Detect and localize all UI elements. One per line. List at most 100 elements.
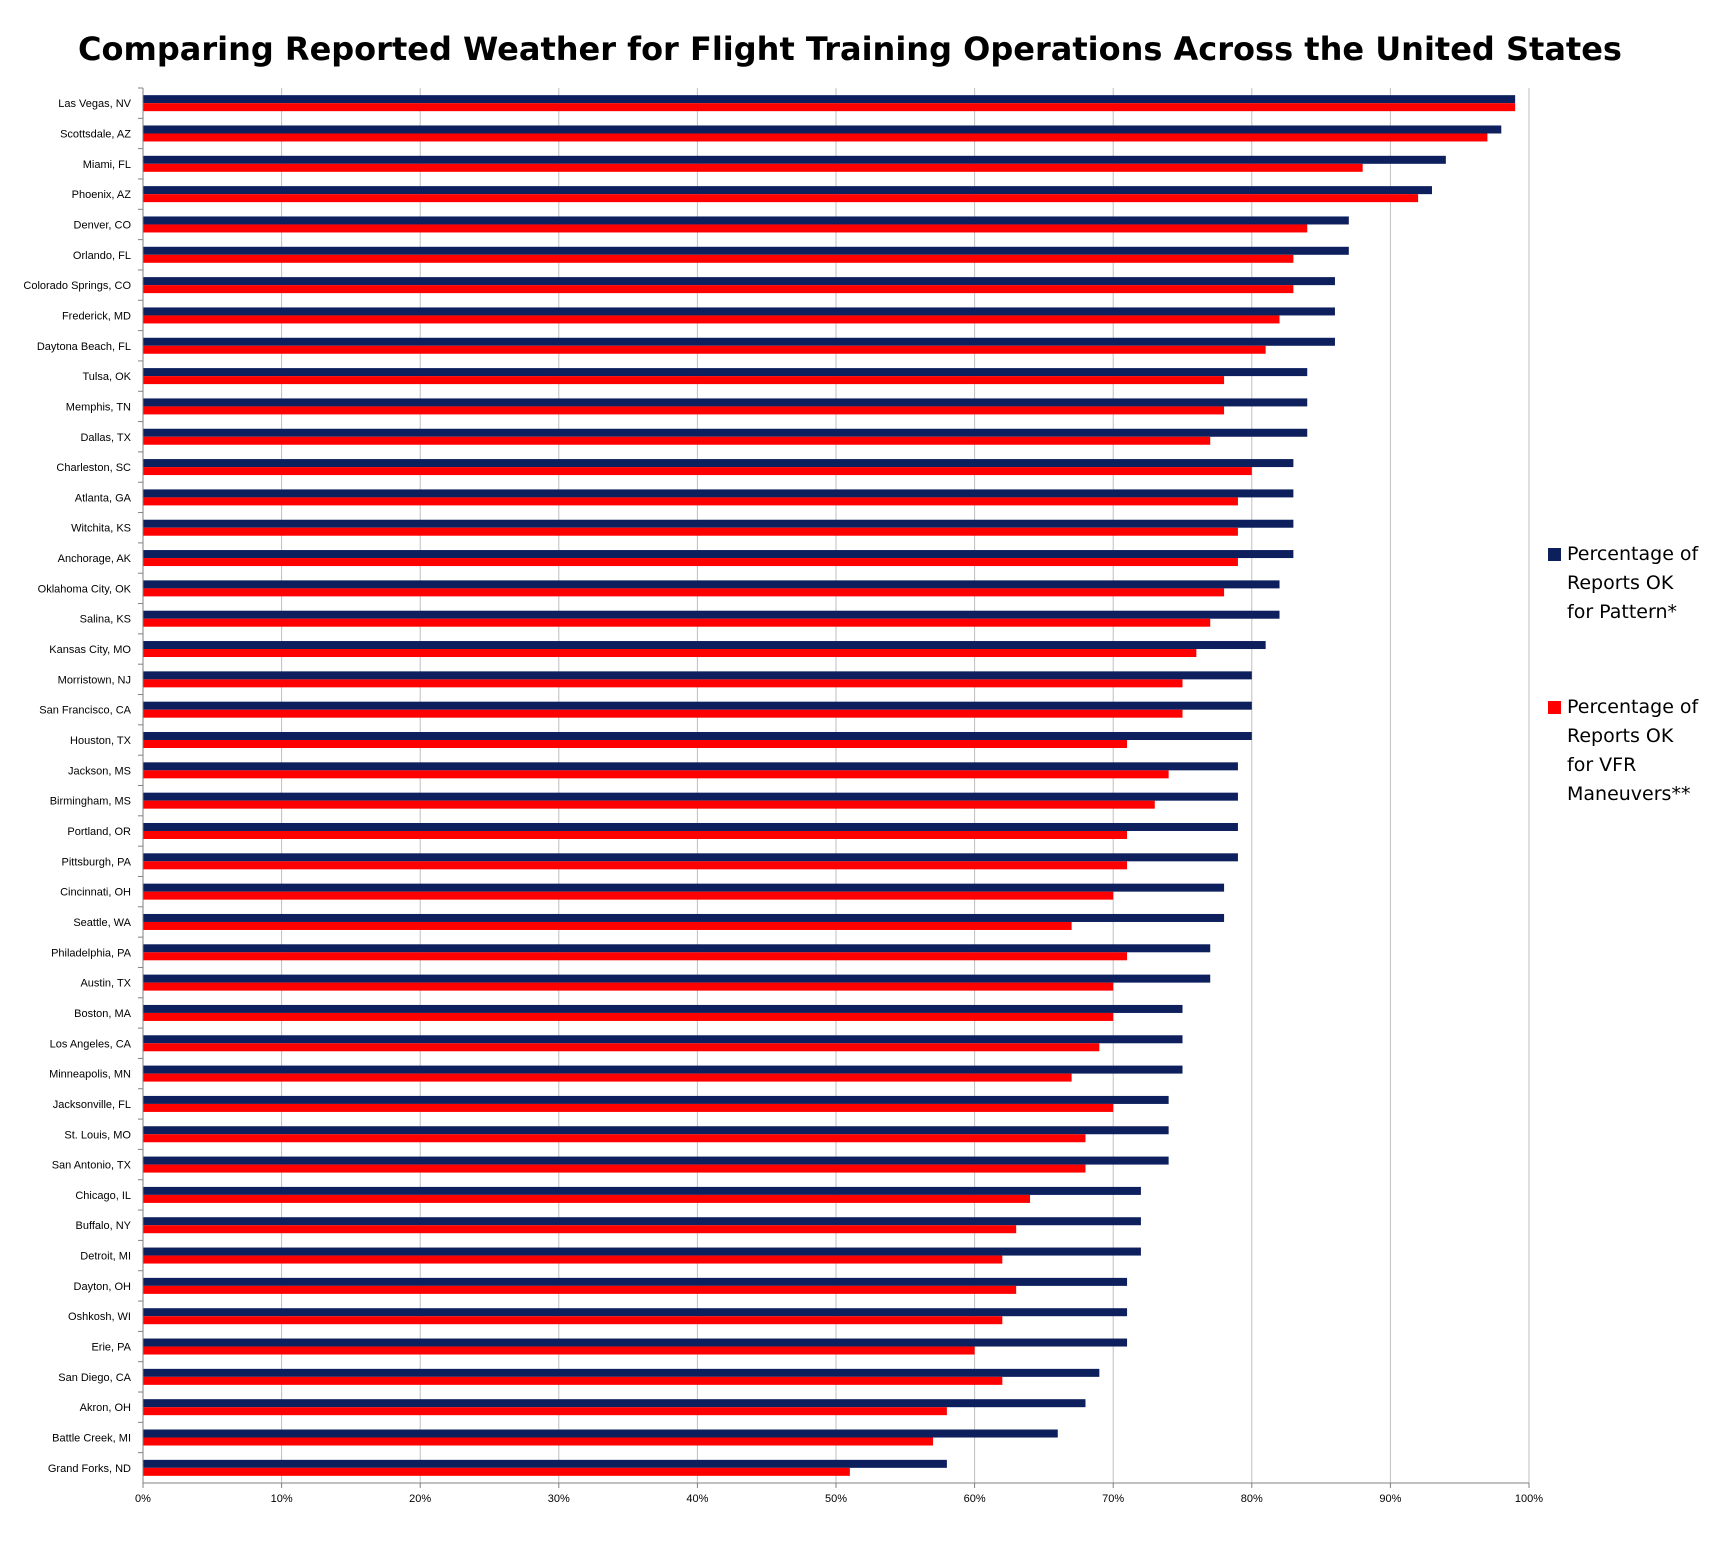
x-tick-labels: 0% 10% 20% 30% 40% 50% 60% 70% 80% 90% 100% (135, 1493, 1543, 1505)
bar-pattern (143, 246, 1349, 255)
bar-pattern (143, 1095, 1169, 1104)
bar-vfr (143, 315, 1280, 324)
bar-pattern (143, 459, 1294, 468)
bar-vfr (143, 679, 1183, 688)
bar-pattern (143, 550, 1294, 559)
category-label: Pittsburgh, PA (62, 856, 132, 868)
category-label: Frederick, MD (62, 310, 131, 322)
bar-pattern (143, 822, 1238, 831)
category-label: Dallas, TX (80, 432, 131, 444)
legend-line: Percentage of (1567, 696, 1699, 718)
bar-pattern (143, 1247, 1141, 1256)
bar-vfr (143, 1164, 1086, 1173)
category-label: Akron, OH (80, 1402, 131, 1414)
category-label: Dayton, OH (74, 1281, 132, 1293)
x-tick-label: 30% (548, 1493, 570, 1505)
bar-vfr (143, 1346, 975, 1355)
category-label: Jackson, MS (68, 765, 131, 777)
category-label: Las Vegas, NV (58, 98, 131, 110)
legend-line: for VFR (1567, 754, 1637, 776)
category-label: Memphis, TN (66, 401, 131, 413)
bar-vfr (143, 1012, 1114, 1021)
bar-pattern (143, 1308, 1128, 1317)
bar-pattern (143, 610, 1280, 619)
bar-pattern (143, 1217, 1141, 1226)
bar-pattern (143, 337, 1335, 346)
bar-vfr (143, 588, 1225, 597)
bar-pattern (143, 671, 1252, 680)
bar-pattern (143, 1277, 1128, 1286)
bars (143, 95, 1516, 1476)
bar-vfr (143, 436, 1211, 445)
bar-vfr (143, 921, 1072, 930)
category-label: Denver, CO (74, 219, 132, 231)
category-label: San Antonio, TX (52, 1160, 132, 1172)
category-label: Grand Forks, ND (48, 1463, 131, 1475)
category-label: Charleston, SC (56, 462, 131, 474)
category-label: Oklahoma City, OK (38, 583, 132, 595)
legend-item-pattern: Percentage of Reports OK for Pattern* (1548, 540, 1717, 627)
bar-vfr (143, 740, 1128, 749)
legend: Percentage of Reports OK for Pattern* Pe… (1548, 540, 1717, 809)
bar-vfr (143, 952, 1128, 961)
bar-pattern (143, 489, 1294, 498)
bar-pattern (143, 1399, 1086, 1408)
category-label: Birmingham, MS (50, 796, 131, 808)
category-label: Minneapolis, MN (49, 1069, 131, 1081)
x-tick-label: 40% (686, 1493, 708, 1505)
bar-pattern (143, 155, 1446, 164)
category-label: Chicago, IL (75, 1190, 131, 1202)
category-label: Anchorage, AK (58, 553, 132, 565)
bar-pattern (143, 580, 1280, 589)
bar-vfr (143, 376, 1225, 385)
bar-vfr (143, 1225, 1017, 1234)
bar-pattern (143, 398, 1308, 407)
bar-vfr (143, 618, 1211, 627)
category-labels: Las Vegas, NV Scottsdale, AZ Miami, FL Phoe… (23, 98, 131, 1475)
bar-pattern (143, 307, 1335, 316)
bar-pattern (143, 944, 1211, 953)
bar-pattern (143, 641, 1266, 650)
category-label: Detroit, MI (80, 1251, 131, 1263)
bar-pattern (143, 701, 1252, 710)
category-label: Daytona Beach, FL (37, 341, 131, 353)
bar-vfr (143, 285, 1294, 294)
legend-label-pattern: Percentage of Reports OK for Pattern* (1567, 540, 1707, 627)
bar-vfr (143, 1376, 1003, 1385)
bar-pattern (143, 95, 1516, 104)
x-tick-label: 10% (271, 1493, 293, 1505)
bar-vfr (143, 800, 1155, 809)
bar-vfr (143, 103, 1516, 112)
bar-pattern (143, 974, 1211, 983)
bar-vfr (143, 861, 1128, 870)
category-label: San Francisco, CA (39, 705, 131, 717)
legend-line: Reports OK (1567, 572, 1674, 594)
bar-vfr (143, 649, 1197, 658)
bar-pattern (143, 428, 1308, 437)
category-label: Boston, MA (74, 1008, 132, 1020)
bar-pattern (143, 1186, 1141, 1195)
x-tick-label: 50% (825, 1493, 847, 1505)
bar-pattern (143, 277, 1335, 286)
category-label: Houston, TX (70, 735, 132, 747)
x-tick-label: 20% (409, 1493, 431, 1505)
bar-vfr (143, 1316, 1003, 1325)
bar-vfr (143, 133, 1488, 142)
bar-pattern (143, 1459, 947, 1468)
bar-vfr (143, 345, 1266, 354)
bar-pattern (143, 368, 1308, 377)
chart-title: Comparing Reported Weather for Flight Tr… (78, 30, 1622, 68)
bar-vfr (143, 1103, 1114, 1112)
bar-pattern (143, 883, 1225, 892)
bar-pattern (143, 1368, 1100, 1377)
category-label: St. Louis, MO (64, 1129, 131, 1141)
bar-vfr (143, 1134, 1086, 1143)
category-label: Orlando, FL (73, 250, 131, 262)
category-label: Colorado Springs, CO (23, 280, 131, 292)
category-label: Oshkosh, WI (68, 1311, 131, 1323)
bar-vfr (143, 1467, 850, 1476)
bar-pattern (143, 186, 1432, 195)
legend-label-vfr: Percentage of Reports OK for VFR Maneuve… (1567, 693, 1707, 809)
bar-pattern (143, 1156, 1169, 1165)
